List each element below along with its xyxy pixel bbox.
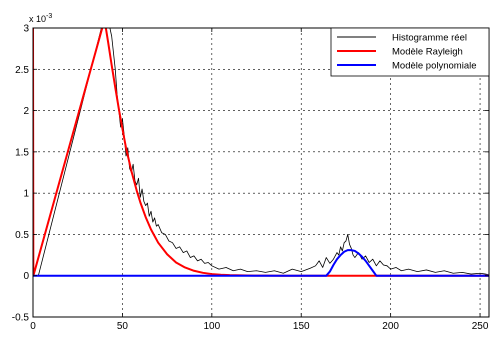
x-tick-label: 250 [472, 321, 489, 332]
y-exponent-base: x 10 [29, 14, 46, 24]
y-tick-label: -0.5 [12, 313, 30, 324]
legend-label-polynomiale: Modèle polynomiale [392, 61, 477, 72]
y-tick-label: 0.5 [15, 230, 29, 241]
y-exponent-power: -3 [46, 13, 52, 20]
x-tick-labels: 0 50 100 150 200 250 [30, 321, 489, 332]
y-tick-label: 3 [23, 24, 29, 35]
legend-label-rayleigh: Modèle Rayleigh [392, 47, 463, 58]
y-tick-label: 0 [23, 271, 29, 282]
y-tick-label: 2 [23, 106, 29, 117]
series-polynomiale-line [33, 249, 489, 277]
plot-frame [32, 27, 490, 318]
x-tick-label: 50 [117, 321, 129, 332]
x-tick-label: 100 [203, 321, 220, 332]
y-tick-label: 1 [23, 189, 29, 200]
legend: Histogramme réel Modèle Rayleigh Modèle … [330, 27, 490, 77]
x-tick-label: 150 [293, 321, 310, 332]
y-tick-labels: -0.5 0 0.5 1 1.5 2 2.5 3 [12, 24, 30, 324]
legend-label-histogramme: Histogramme réel [392, 33, 467, 44]
series-layer [33, 28, 489, 277]
y-tick-label: 2.5 [15, 65, 29, 76]
y-tick-label: 1.5 [15, 147, 29, 158]
legend-box [330, 27, 490, 77]
x-tick-label: 0 [30, 321, 36, 332]
x-tick-label: 200 [382, 321, 399, 332]
y-exponent-label: x 10-3 [29, 13, 52, 24]
